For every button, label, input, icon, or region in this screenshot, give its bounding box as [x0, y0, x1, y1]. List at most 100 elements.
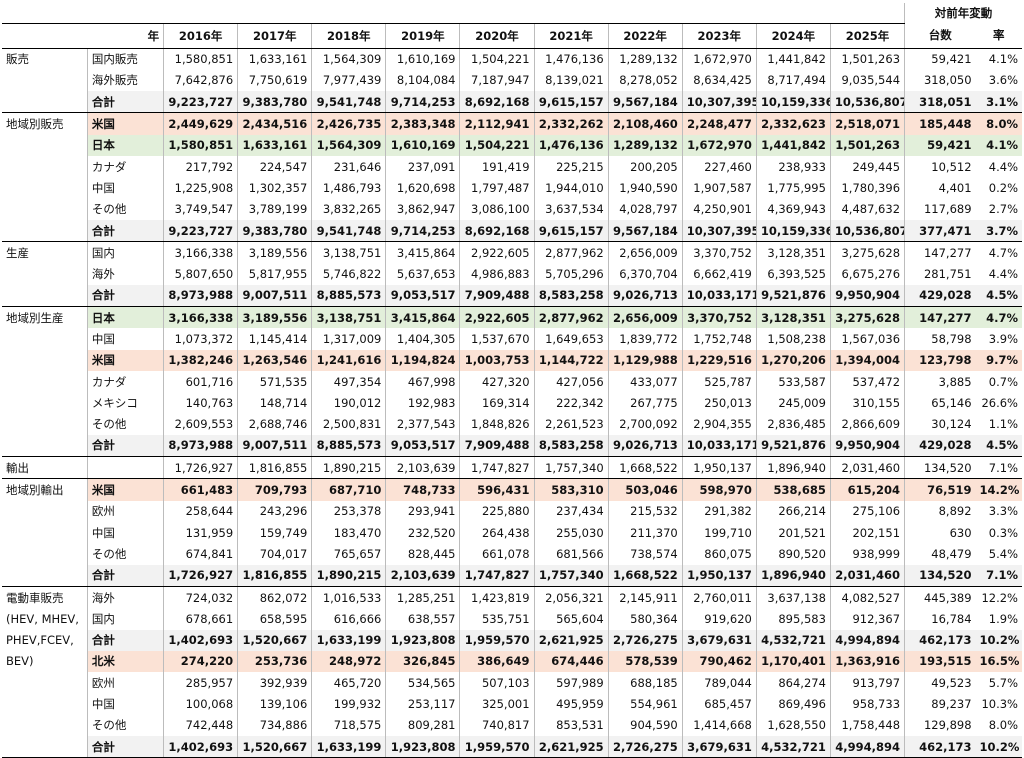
- value-cell: 1,923,808: [385, 736, 460, 758]
- value-cell: 237,091: [385, 155, 460, 178]
- value-cell: 9,615,157: [533, 91, 609, 114]
- yoy-rate-cell: 4.7%: [988, 245, 1018, 260]
- value-cell: 2,877,962: [533, 241, 609, 264]
- value-cell: 1,890,215: [311, 456, 386, 480]
- table-row: 輸出 1,726,927 1,816,855 1,890,215 2,103,639 1,…: [2, 456, 1022, 480]
- value-cell: 860,075: [681, 543, 757, 565]
- subcategory-label: 海外: [86, 263, 164, 285]
- yoy-units-cell: 318,050: [904, 69, 976, 92]
- header-blank: [534, 3, 609, 24]
- table-row: 合計 8,973,988 9,007,511 8,885,573 9,053,517 7,…: [2, 284, 1022, 308]
- yoy-rate-cell: 0.7%: [988, 374, 1018, 389]
- value-cell: 8,885,573: [311, 434, 386, 458]
- value-cell: 1,241,616: [311, 349, 386, 371]
- yoy-rate-cell: 4.5%: [975, 434, 1022, 458]
- value-cell: 9,615,157: [533, 219, 609, 243]
- value-cell: 1,402,693: [163, 629, 238, 651]
- year-header: 2017年: [237, 23, 312, 49]
- header-blank: [311, 3, 386, 24]
- value-cell: 3,166,338: [163, 241, 238, 264]
- value-cell: 1,441,842: [755, 134, 831, 156]
- table-row: 海外 5,807,650 5,817,955 5,746,822 5,637,653 4,…: [2, 263, 1022, 285]
- yoy-units-cell: 462,173: [904, 629, 976, 651]
- table-body: 対前年変動 年 2016年 2017年 2018年 2019年 2020年 20…: [2, 3, 1022, 758]
- value-cell: 674,446: [533, 650, 609, 673]
- table-row: その他 674,841 704,017 765,657 828,445 661,078 68…: [2, 543, 1022, 565]
- value-cell: 433,077: [607, 370, 683, 393]
- value-cell: 938,999: [829, 543, 905, 565]
- value-cell: 661,483: [163, 478, 238, 501]
- category-label: 地域別販売: [2, 112, 88, 135]
- yoy-units-cell: 16,784: [904, 608, 976, 630]
- category-label: [2, 349, 88, 371]
- value-cell: 10,033,171: [681, 284, 757, 308]
- yoy-units-cell: 429,028: [904, 434, 976, 458]
- value-cell: 7,187,947: [459, 69, 535, 92]
- value-cell: 243,296: [237, 500, 312, 523]
- table-row: 海外販売 7,642,876 7,750,619 7,977,439 8,104,084…: [2, 69, 1022, 92]
- category-label: PHEV,FCEV,: [2, 629, 88, 651]
- value-cell: 245,009: [755, 392, 831, 414]
- subcategory-label: 中国: [86, 522, 164, 544]
- value-cell: 1,747,827: [459, 456, 535, 480]
- value-cell: 9,026,713: [607, 434, 683, 458]
- value-cell: 535,751: [459, 608, 535, 630]
- value-cell: 533,587: [755, 370, 831, 393]
- value-cell: 1,564,309: [311, 48, 386, 70]
- value-cell: 616,666: [311, 608, 386, 630]
- value-cell: 538,685: [755, 478, 831, 501]
- value-cell: 1,940,590: [607, 177, 683, 199]
- value-cell: 2,500,831: [311, 413, 386, 435]
- subcategory-label: カナダ: [86, 370, 164, 393]
- value-cell: 1,003,753: [459, 349, 535, 371]
- value-cell: 2,700,092: [607, 413, 683, 435]
- value-cell: 232,520: [385, 522, 460, 544]
- yoy-rate-cell: 3.9%: [988, 332, 1018, 346]
- subcategory-label: 国内: [86, 608, 164, 630]
- value-cell: 4,487,632: [829, 198, 905, 220]
- header-blank: [2, 23, 88, 49]
- value-cell: 3,862,947: [385, 198, 460, 220]
- value-cell: 274,220: [163, 650, 238, 673]
- category-label: [2, 284, 88, 308]
- value-cell: 8,692,168: [459, 219, 535, 243]
- yoy-rate-cell: 4.1%: [988, 52, 1018, 67]
- yoy-units-cell: 134,520: [904, 564, 976, 587]
- value-cell: 503,046: [607, 478, 683, 501]
- header-blank: [385, 3, 460, 24]
- value-cell: 9,541,748: [311, 91, 386, 114]
- year-header: 2020年: [459, 23, 535, 49]
- value-cell: 1,950,137: [681, 564, 757, 587]
- value-cell: 1,633,199: [311, 736, 386, 758]
- value-cell: 578,539: [607, 650, 683, 673]
- value-cell: 853,531: [533, 714, 609, 736]
- value-cell: 191,419: [459, 155, 535, 178]
- value-cell: 2,332,262: [533, 112, 609, 135]
- value-cell: 7,750,619: [237, 69, 312, 92]
- value-cell: 8,139,021: [533, 69, 609, 92]
- value-cell: 275,106: [829, 500, 905, 523]
- table-row: BEV) 北米 274,220 253,736 248,972 326,845 386,64…: [2, 650, 1022, 673]
- category-label: 輸出: [2, 456, 88, 480]
- yoy-rate-cell: 5.4%: [988, 546, 1018, 561]
- table-row: PHEV,FCEV, 合計 1,402,693 1,520,667 1,633,199 1…: [2, 629, 1022, 651]
- subcategory-label: 合計: [86, 736, 164, 758]
- table-row: 中国 1,073,372 1,145,414 1,317,009 1,404,305 1,…: [2, 328, 1022, 350]
- value-cell: 5,817,955: [237, 263, 312, 285]
- value-cell: 9,035,544: [829, 69, 905, 92]
- value-cell: 183,470: [311, 522, 386, 544]
- value-cell: 1,896,940: [755, 564, 831, 587]
- category-label: 販売: [6, 52, 29, 67]
- value-cell: 3,138,751: [311, 306, 386, 329]
- value-cell: 828,445: [385, 543, 460, 565]
- table-row: カナダ 217,792 224,547 231,646 237,091 191,419 22…: [2, 155, 1022, 178]
- value-cell: 1,726,927: [163, 456, 238, 480]
- year-header: 2022年: [607, 23, 683, 49]
- value-cell: 1,726,927: [163, 564, 238, 587]
- category-label: [2, 693, 87, 714]
- subcategory-label: メキシコ: [86, 392, 164, 414]
- value-cell: 231,646: [311, 155, 386, 178]
- value-cell: 3,189,556: [237, 306, 312, 329]
- value-cell: 264,438: [459, 522, 535, 544]
- subcategory-label: 中国: [86, 328, 164, 350]
